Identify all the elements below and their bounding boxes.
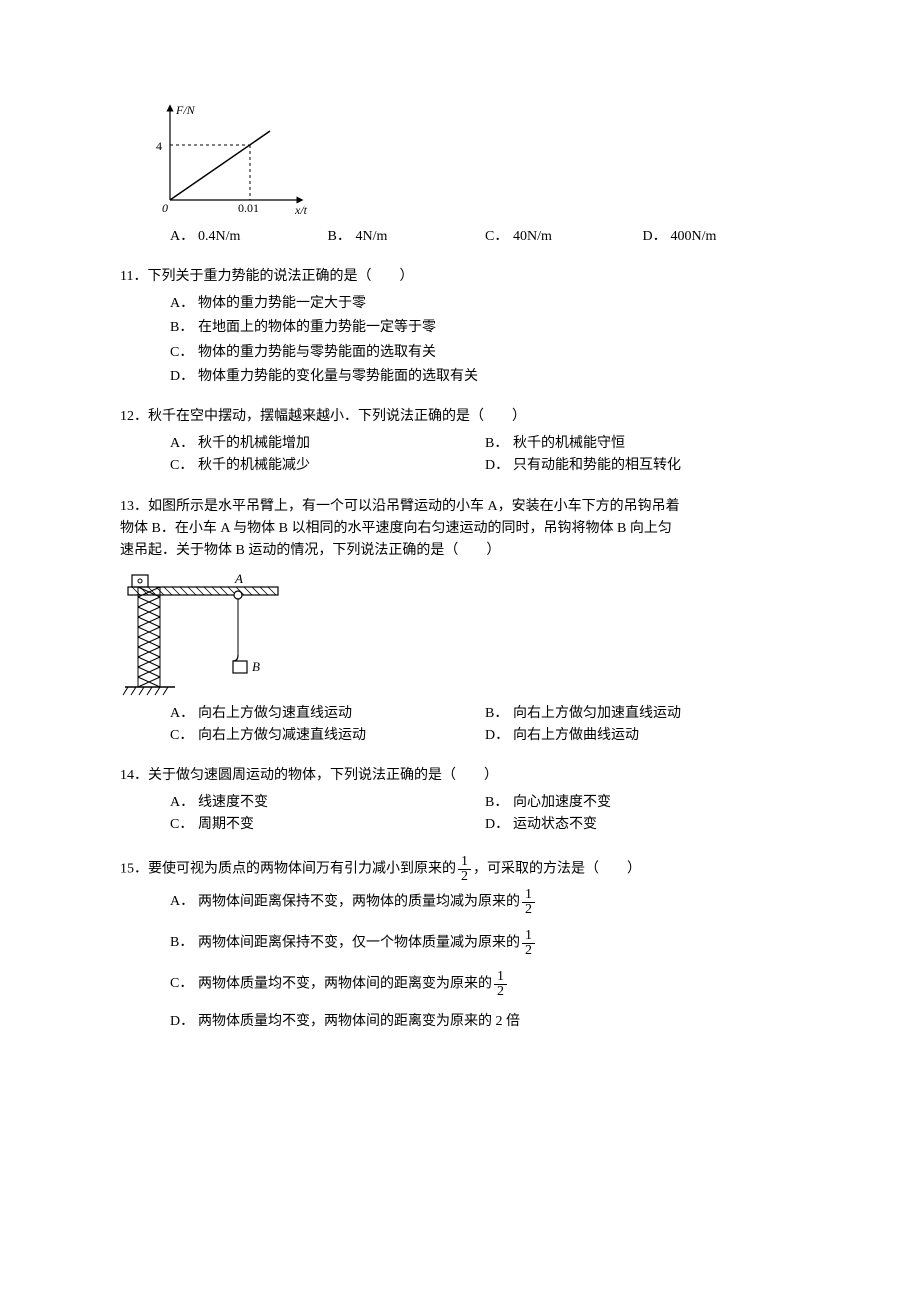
q14-option-c: C．周期不变 <box>170 814 485 836</box>
q13-stem: 13．如图所示是水平吊臂上，有一个可以沿吊臂运动的小车 A，安装在小车下方的吊钩… <box>120 496 800 563</box>
q12-stem: 12．秋千在空中摆动，摆幅越来越小．下列说法正确的是（ ） <box>120 406 800 428</box>
question-13: 13．如图所示是水平吊臂上，有一个可以沿吊臂运动的小车 A，安装在小车下方的吊钩… <box>120 496 800 748</box>
fraction-half: 12 <box>522 929 535 958</box>
question-11: 11．下列关于重力势能的说法正确的是（ ） A．物体的重力势能一定大于零 B．在… <box>120 266 800 388</box>
q11-option-d: D．物体重力势能的变化量与零势能面的选取有关 <box>170 366 800 388</box>
y-tick-4: 4 <box>156 139 162 153</box>
q13-option-d: D．向右上方做曲线运动 <box>485 725 800 747</box>
q14-options: A．线速度不变 B．向心加速度不变 C．周期不变 D．运动状态不变 <box>120 792 800 837</box>
q12-options: A．秋千的机械能增加 B．秋千的机械能守恒 C．秋千的机械能减少 D．只有动能和… <box>120 433 800 478</box>
q13-option-c: C．向右上方做匀减速直线运动 <box>170 725 485 747</box>
q11-options: A．物体的重力势能一定大于零 B．在地面上的物体的重力势能一定等于零 C．物体的… <box>120 293 800 389</box>
q14-option-b: B．向心加速度不变 <box>485 792 800 814</box>
question-10: 0 F/N x/t 4 0.01 A．0.4N/m B．4N/m C．40N/m… <box>120 100 800 248</box>
q13-option-a: A．向右上方做匀速直线运动 <box>170 703 485 725</box>
q13-options: A．向右上方做匀速直线运动 B．向右上方做匀加速直线运动 C．向右上方做匀减速直… <box>120 703 800 748</box>
q14-option-a: A．线速度不变 <box>170 792 485 814</box>
x-tick-001: 0.01 <box>238 201 259 215</box>
q10-option-b: B．4N/m <box>328 226 486 248</box>
q12-option-c: C．秋千的机械能减少 <box>170 455 485 477</box>
q10-option-d: D．400N/m <box>643 226 801 248</box>
q13-option-b: B．向右上方做匀加速直线运动 <box>485 703 800 725</box>
q15-option-d: D．两物体质量均不变，两物体间的距离变为原来的 2 倍 <box>170 1011 800 1033</box>
q15-options: A．两物体间距离保持不变，两物体的质量均减为原来的12 B．两物体间距离保持不变… <box>120 888 800 1033</box>
q10-option-a: A．0.4N/m <box>170 226 328 248</box>
origin-label: 0 <box>162 201 168 215</box>
y-axis-label: F/N <box>175 103 196 117</box>
q11-stem: 11．下列关于重力势能的说法正确的是（ ） <box>120 266 800 288</box>
q10-option-c: C．40N/m <box>485 226 643 248</box>
fraction-half: 12 <box>522 888 535 917</box>
q15-option-b: B．两物体间距离保持不变，仅一个物体质量减为原来的12 <box>170 929 800 958</box>
q15-option-a: A．两物体间距离保持不变，两物体的质量均减为原来的12 <box>170 888 800 917</box>
q12-option-d: D．只有动能和势能的相互转化 <box>485 455 800 477</box>
q11-option-a: A．物体的重力势能一定大于零 <box>170 293 800 315</box>
q11-option-c: C．物体的重力势能与零势能面的选取有关 <box>170 342 800 364</box>
x-axis-label: x/t <box>294 203 308 217</box>
question-14: 14．关于做匀速圆周运动的物体，下列说法正确的是（ ） A．线速度不变 B．向心… <box>120 765 800 836</box>
crane-diagram: A B <box>120 567 290 697</box>
q12-option-b: B．秋千的机械能守恒 <box>485 433 800 455</box>
label-a: A <box>234 571 243 586</box>
q10-options: A．0.4N/m B．4N/m C．40N/m D．400N/m <box>120 226 800 248</box>
label-b: B <box>252 659 260 674</box>
question-12: 12．秋千在空中摆动，摆幅越来越小．下列说法正确的是（ ） A．秋千的机械能增加… <box>120 406 800 477</box>
q15-option-c: C．两物体质量均不变，两物体间的距离变为原来的12 <box>170 970 800 999</box>
q14-stem: 14．关于做匀速圆周运动的物体，下列说法正确的是（ ） <box>120 765 800 787</box>
fraction-half: 12 <box>458 855 471 884</box>
q11-option-b: B．在地面上的物体的重力势能一定等于零 <box>170 317 800 339</box>
q15-stem: 15．要使可视为质点的两物体间万有引力减小到原来的12，可采取的方法是（ ） <box>120 855 800 884</box>
q14-option-d: D．运动状态不变 <box>485 814 800 836</box>
fn-graph: 0 F/N x/t 4 0.01 <box>140 100 320 220</box>
fraction-half: 12 <box>494 970 507 999</box>
q12-option-a: A．秋千的机械能增加 <box>170 433 485 455</box>
question-15: 15．要使可视为质点的两物体间万有引力减小到原来的12，可采取的方法是（ ） A… <box>120 855 800 1033</box>
